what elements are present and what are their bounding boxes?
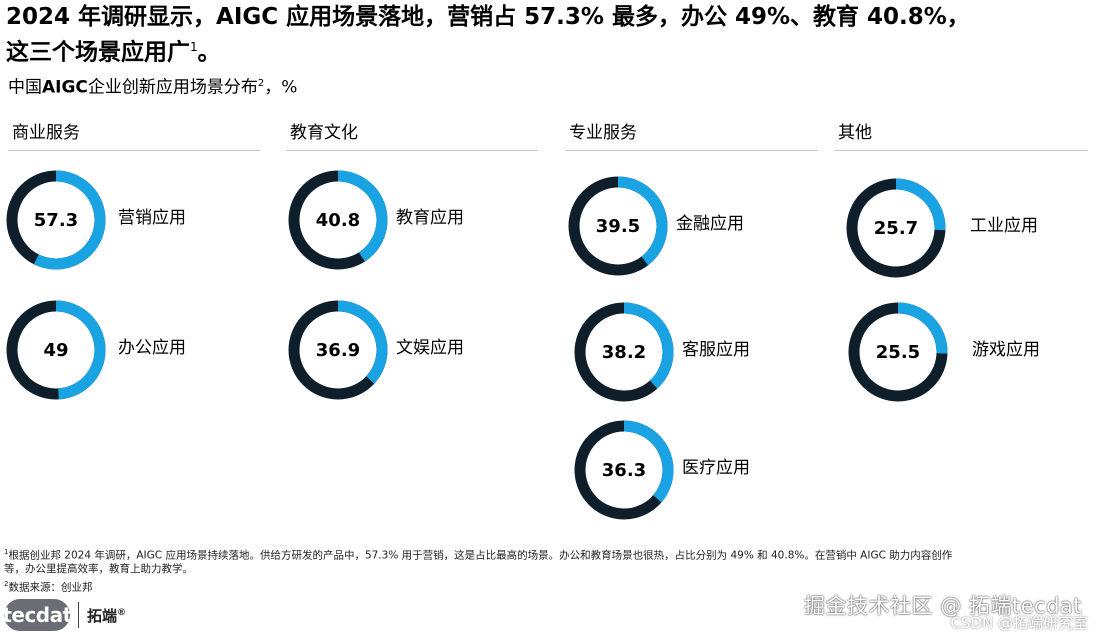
donut-category-label: 金融应用 xyxy=(676,214,744,234)
donut-value-arc xyxy=(568,176,668,276)
logo-cn-name: 拓端 xyxy=(87,606,118,625)
footnote-2-sup: 2 xyxy=(4,580,9,588)
logo-mark: ® xyxy=(117,607,127,618)
logo-badge: tecdat xyxy=(2,599,72,631)
donut-svg xyxy=(574,420,674,520)
subtitle-rest: 企业创新应用场景分布 xyxy=(87,77,258,98)
donut-svg xyxy=(846,178,946,278)
logo-cn-text: 拓端® xyxy=(87,605,126,626)
donut-value-arc xyxy=(6,170,106,270)
donut-chart: 39.5 xyxy=(568,176,668,276)
footnote-2: 2数据来源：创业邦 xyxy=(4,578,92,595)
donut-value-arc xyxy=(6,300,106,400)
chart-subtitle: 中国AIGC企业创新应用场景分布2，% xyxy=(8,72,297,100)
donut-chart: 40.8 xyxy=(288,170,388,270)
donut-svg xyxy=(848,302,948,402)
donut-value-arc xyxy=(574,420,674,520)
donut-chart: 36.3 xyxy=(574,420,674,520)
donut-value-arc xyxy=(848,302,948,402)
donut-svg xyxy=(568,176,668,276)
donut-value-arc xyxy=(574,302,674,402)
category-title: 专业服务 xyxy=(565,121,818,151)
donut-value-arc xyxy=(846,178,946,278)
footnote-2-text: 数据来源：创业邦 xyxy=(8,581,93,594)
watermark-sub: CSDN @拓端研究室 xyxy=(950,614,1088,632)
donut-svg xyxy=(288,170,388,270)
donut-value-label: 36.3 xyxy=(601,459,647,481)
donut-chart: 25.7 xyxy=(846,178,946,278)
donut-value-label: 38.2 xyxy=(601,341,647,363)
donut-value-arc xyxy=(288,300,388,400)
subtitle-sup: 2 xyxy=(257,78,265,89)
donut-value-arc xyxy=(288,170,388,270)
donut-category-label: 工业应用 xyxy=(970,216,1038,236)
donut-value-label: 57.3 xyxy=(33,209,79,231)
donut-category-label: 游戏应用 xyxy=(972,340,1040,360)
subtitle-unit: ，% xyxy=(264,77,298,98)
donut-category-label: 办公应用 xyxy=(118,338,186,358)
donut-value-label: 25.7 xyxy=(873,217,919,239)
donut-value-label: 49 xyxy=(43,339,69,361)
donut-chart: 49 xyxy=(6,300,106,400)
headline-tail: 。 xyxy=(197,39,221,66)
donut-chart: 57.3 xyxy=(6,170,106,270)
brand-logo: tecdat 拓端® xyxy=(2,598,126,632)
subtitle-prefix: 中国 xyxy=(8,77,42,98)
donut-svg xyxy=(288,300,388,400)
donut-category-label: 教育应用 xyxy=(396,208,464,228)
donut-chart: 25.5 xyxy=(848,302,948,402)
donut-svg xyxy=(574,302,674,402)
headline-line2: 这三个场景应用广 xyxy=(6,39,190,66)
donut-category-label: 客服应用 xyxy=(682,340,750,360)
headline-sup: 1 xyxy=(190,40,198,54)
donut-value-label: 25.5 xyxy=(875,341,921,363)
footnote-1-text: 根据创业邦 2024 年调研，AIGC 应用场景持续落地。供给方研发的产品中，5… xyxy=(8,549,953,562)
donut-svg xyxy=(6,300,106,400)
headline-line1: 2024 年调研显示，AIGC 应用场景落地，营销占 57.3% 最多，办公 4… xyxy=(6,4,970,30)
donut-svg xyxy=(6,170,106,270)
donut-value-label: 36.9 xyxy=(315,339,361,361)
footnote-1: 1根据创业邦 2024 年调研，AIGC 应用场景持续落地。供给方研发的产品中，… xyxy=(4,546,1094,576)
donut-chart: 38.2 xyxy=(574,302,674,402)
category-title: 其他 xyxy=(834,121,1088,151)
headline: 2024 年调研显示，AIGC 应用场景落地，营销占 57.3% 最多，办公 4… xyxy=(6,2,1092,68)
donut-value-label: 40.8 xyxy=(315,209,361,231)
category-title: 商业服务 xyxy=(8,121,260,151)
donut-value-label: 39.5 xyxy=(595,215,641,237)
donut-category-label: 文娱应用 xyxy=(396,338,464,358)
donut-category-label: 营销应用 xyxy=(118,208,186,228)
subtitle-bold: AIGC xyxy=(42,77,88,98)
logo-divider xyxy=(78,602,79,628)
donut-chart: 36.9 xyxy=(288,300,388,400)
footnote-1-cont: 等，办公里提高效率，教育上助力教学。 xyxy=(4,562,193,575)
category-title: 教育文化 xyxy=(286,121,538,151)
footnote-1-sup: 1 xyxy=(4,548,9,556)
watermark-main: 掘金技术社区 @ 拓端tecdat xyxy=(804,594,1082,618)
donut-category-label: 医疗应用 xyxy=(682,458,750,478)
